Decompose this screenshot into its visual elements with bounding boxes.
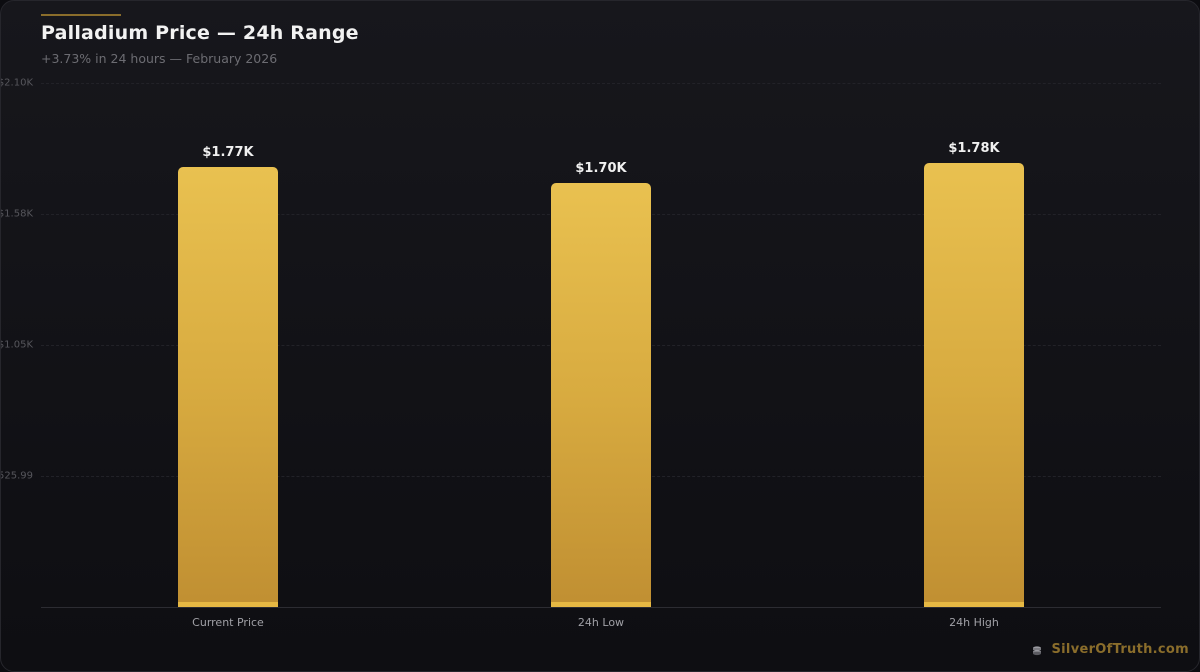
bar-base-highlight [551,602,651,607]
bar-base-highlight [924,602,1024,607]
x-axis-line [41,607,1161,608]
chart-title: Palladium Price — 24h Range [41,22,359,44]
y-tick-label: $1.05K [0,339,33,351]
bar-value-label: $1.70K [575,161,627,176]
x-category-label: Current Price [192,616,264,629]
bar-base-highlight [178,602,278,607]
bar-24h-low[interactable] [551,183,651,607]
y-tick-label: $525.99 [1,470,33,482]
y-tick-label: $2.10K [0,77,33,89]
coin-stack-icon [1030,643,1044,657]
watermark-text: SilverOfTruth.com [1051,642,1189,657]
plot-area: $2.10K $1.58K $1.05K $525.99 $1.77K Curr… [1,78,1161,629]
title-accent-line [41,14,121,16]
chart-subtitle: +3.73% in 24 hours — February 2026 [41,51,278,66]
x-category-label: 24h Low [577,616,625,629]
bar-value-label: $1.77K [202,145,254,160]
x-category-label: 24h High [949,616,999,629]
bar-value-label: $1.78K [948,141,1000,156]
y-tick-label: $1.58K [0,208,33,220]
bar-24h-high[interactable] [924,163,1024,607]
gridline [41,83,1161,84]
bar-current-price[interactable] [178,167,278,607]
watermark: SilverOfTruth.com [1030,642,1189,657]
